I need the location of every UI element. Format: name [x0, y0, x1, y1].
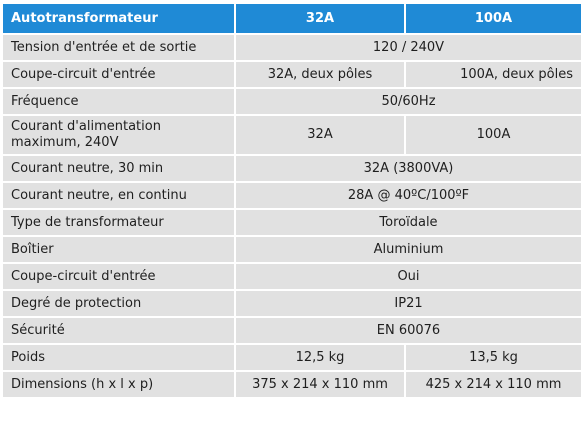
header-100a: 100A — [404, 2, 583, 35]
row-value: 50/60Hz — [234, 87, 583, 116]
row-label: Courant neutre, en continu — [1, 181, 236, 210]
row-value: Aluminium — [234, 235, 583, 264]
table-row: Coupe-circuit d'entrée Oui — [1, 262, 583, 291]
table-row: Courant neutre, en continu 28A @ 40ºC/10… — [1, 181, 583, 210]
row-value-32a: 375 x 214 x 110 mm — [234, 370, 406, 399]
table-row: Poids 12,5 kg 13,5 kg — [1, 343, 583, 372]
row-label: Boîtier — [1, 235, 236, 264]
row-label: Sécurité — [1, 316, 236, 345]
row-value: 120 / 240V — [234, 33, 583, 62]
row-label: Coupe-circuit d'entrée — [1, 262, 236, 291]
table-row: Type de transformateur Toroïdale — [1, 208, 583, 237]
row-label: Poids — [1, 343, 236, 372]
table-header-row: Autotransformateur 32A 100A — [1, 2, 583, 35]
header-32a: 32A — [234, 2, 406, 35]
row-value-100a: 100A, deux pôles — [404, 60, 583, 89]
row-label: Courant neutre, 30 min — [1, 154, 236, 183]
table-row: Courant neutre, 30 min 32A (3800VA) — [1, 154, 583, 183]
row-value: 32A (3800VA) — [234, 154, 583, 183]
row-value: Toroïdale — [234, 208, 583, 237]
row-value: IP21 — [234, 289, 583, 318]
table-row: Courant d'alimentation maximum, 240V 32A… — [1, 114, 583, 156]
row-label: Tension d'entrée et de sortie — [1, 33, 236, 62]
table-row: Sécurité EN 60076 — [1, 316, 583, 345]
header-product: Autotransformateur — [1, 2, 236, 35]
row-value-100a: 425 x 214 x 110 mm — [404, 370, 583, 399]
table-row: Fréquence 50/60Hz — [1, 87, 583, 116]
row-label: Degré de protection — [1, 289, 236, 318]
row-value-100a: 100A — [404, 114, 583, 156]
row-label: Coupe-circuit d'entrée — [1, 60, 236, 89]
row-label: Courant d'alimentation maximum, 240V — [1, 114, 236, 156]
row-label: Dimensions (h x l x p) — [1, 370, 236, 399]
row-value-32a: 32A — [234, 114, 406, 156]
row-label-line2: maximum, 240V — [11, 135, 119, 150]
row-value-32a: 12,5 kg — [234, 343, 406, 372]
row-value-100a: 13,5 kg — [404, 343, 583, 372]
row-value: EN 60076 — [234, 316, 583, 345]
row-value: 28A @ 40ºC/100ºF — [234, 181, 583, 210]
row-label: Type de transformateur — [1, 208, 236, 237]
table-row: Degré de protection IP21 — [1, 289, 583, 318]
spec-table: Autotransformateur 32A 100A Tension d'en… — [1, 2, 583, 399]
row-value-32a: 32A, deux pôles — [234, 60, 406, 89]
row-value: Oui — [234, 262, 583, 291]
table-row: Dimensions (h x l x p) 375 x 214 x 110 m… — [1, 370, 583, 399]
row-label-line1: Courant d'alimentation — [11, 119, 161, 134]
row-label: Fréquence — [1, 87, 236, 116]
table-row: Boîtier Aluminium — [1, 235, 583, 264]
table-row: Coupe-circuit d'entrée 32A, deux pôles 1… — [1, 60, 583, 89]
table-row: Tension d'entrée et de sortie 120 / 240V — [1, 33, 583, 62]
